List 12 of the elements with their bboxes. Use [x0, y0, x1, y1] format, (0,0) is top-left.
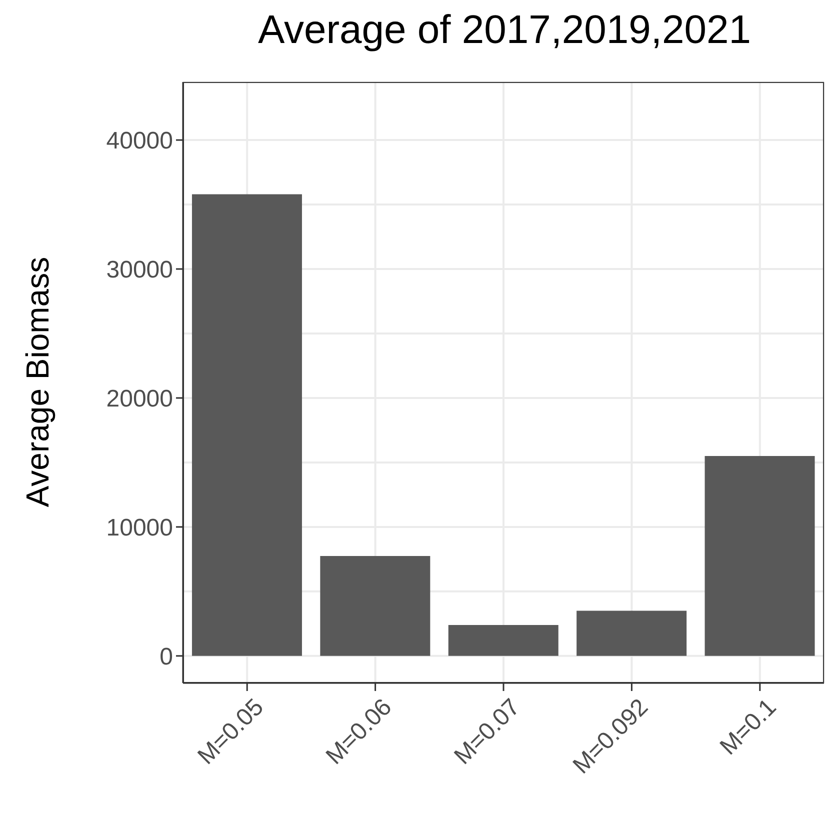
y-tick-label: 40000: [106, 127, 173, 154]
y-tick-label: 20000: [106, 385, 173, 412]
y-tick-label: 10000: [106, 514, 173, 542]
y-tick-label: 30000: [106, 256, 173, 284]
y-axis-title: Average Biomass: [20, 256, 56, 508]
bar: [320, 556, 430, 656]
bar: [192, 194, 302, 656]
bar: [576, 610, 687, 656]
bar: [704, 456, 815, 656]
chart-title: Average of 2017,2019,2021: [256, 8, 752, 53]
y-tick-label: 0: [160, 643, 173, 670]
bar: [448, 624, 558, 656]
